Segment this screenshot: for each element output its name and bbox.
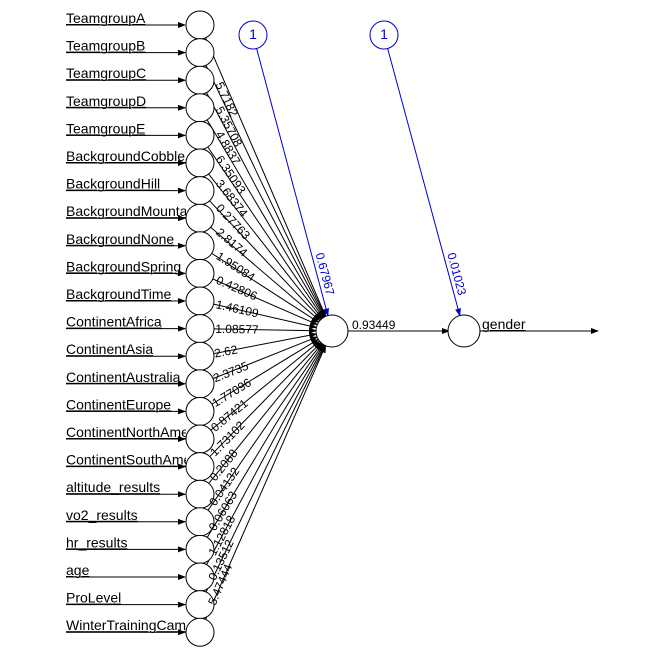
input-label: WinterTrainingCamp xyxy=(66,617,194,633)
input-label: hr_results xyxy=(66,534,127,550)
input-node xyxy=(185,341,215,371)
labels-layer: TeamgroupA TeamgroupB TeamgroupC TeamgroupD… xyxy=(66,10,226,633)
input-label: altitude_results xyxy=(66,479,160,495)
input-hidden-edge xyxy=(209,200,322,321)
input-node xyxy=(185,65,215,95)
input-label: BackgroundMountain xyxy=(66,203,198,219)
input-hidden-edge xyxy=(213,303,318,329)
input-label: TeamgroupA xyxy=(66,10,146,26)
input-label: BackgroundNone xyxy=(66,231,174,247)
input-hidden-edge xyxy=(205,344,327,620)
input-label: ContinentEurope xyxy=(66,396,171,412)
input-hidden-edge xyxy=(213,327,318,334)
input-hidden-edge xyxy=(207,343,324,511)
nodes-layer xyxy=(185,10,481,647)
input-label: ContinentNorthAmerica xyxy=(66,424,212,440)
input-label: BackgroundHill xyxy=(66,176,160,192)
input-hidden-edge xyxy=(208,342,323,484)
input-hidden-edge xyxy=(211,252,320,323)
input-hidden-edge xyxy=(212,278,319,326)
input-label: TeamgroupE xyxy=(66,120,145,136)
input-label: BackgroundTime xyxy=(66,286,172,302)
input-hidden-edge xyxy=(206,343,325,538)
input-label: ProLevel xyxy=(66,590,121,606)
input-node xyxy=(185,231,215,261)
input-node xyxy=(185,120,215,150)
input-node xyxy=(185,286,215,316)
edge-weight-label: 2.62 xyxy=(213,342,239,360)
input-hidden-edge xyxy=(205,65,326,318)
input-hidden-edge xyxy=(210,226,321,322)
input-hidden-edge xyxy=(205,37,327,318)
input-label: ContinentSouthAmerica xyxy=(66,452,214,468)
input-label: BackgroundCobblestones xyxy=(66,148,226,164)
input-hidden-edge xyxy=(208,173,323,320)
hidden-bias-weight-label: 0.67967 xyxy=(313,251,338,297)
input-node xyxy=(185,38,215,68)
input-hidden-edge xyxy=(207,146,324,319)
input-label: TeamgroupC xyxy=(66,65,146,81)
input-hidden-edge xyxy=(209,341,322,457)
input-label: age xyxy=(66,562,90,578)
input-node xyxy=(185,617,215,647)
output-label-gender: gender xyxy=(482,316,526,332)
input-label: TeamgroupB xyxy=(66,38,145,54)
edge-weight-label: 1.08577 xyxy=(215,322,259,337)
hidden-output-weight-label: 0.93449 xyxy=(352,318,396,332)
edges-layer xyxy=(66,22,599,636)
hidden-node xyxy=(315,314,349,348)
hidden-bias-node xyxy=(238,20,268,50)
input-label: BackgroundSpring xyxy=(66,258,181,274)
input-node xyxy=(185,176,215,206)
input-node xyxy=(185,314,215,344)
input-hidden-edge xyxy=(210,340,321,431)
output-bias-weight-label: 0.01023 xyxy=(444,251,469,297)
output-bias-node xyxy=(369,20,399,50)
bias-edge xyxy=(256,48,329,317)
hidden-bias-node-label: 1 xyxy=(249,26,257,42)
input-hidden-edge xyxy=(206,92,326,318)
bias-edge xyxy=(387,48,461,317)
input-hidden-edge xyxy=(206,344,325,565)
input-hidden-edge xyxy=(212,336,319,380)
output-bias-node-label: 1 xyxy=(380,26,388,42)
input-label: ContinentAustralia xyxy=(66,369,181,385)
input-node xyxy=(185,10,215,40)
input-hidden-edge xyxy=(205,344,326,593)
input-hidden-edge xyxy=(206,119,325,319)
input-hidden-edge xyxy=(211,338,320,405)
input-node xyxy=(185,258,215,288)
input-label: vo2_results xyxy=(66,507,138,523)
output-node xyxy=(447,314,481,348)
input-node xyxy=(185,148,215,178)
input-node xyxy=(185,203,215,233)
input-hidden-edge xyxy=(213,332,318,355)
input-node xyxy=(185,369,215,399)
input-label: ContinentAfrica xyxy=(66,314,162,330)
input-label: TeamgroupD xyxy=(66,93,146,109)
input-node xyxy=(185,93,215,123)
input-label: ContinentAsia xyxy=(66,341,153,357)
